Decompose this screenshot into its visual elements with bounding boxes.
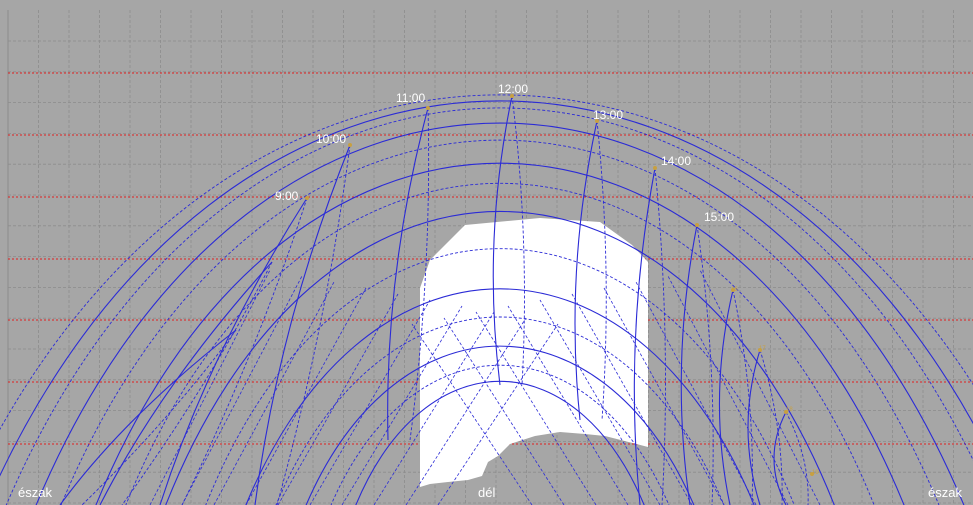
construction-line [181, 275, 303, 505]
hour-analemma [773, 411, 787, 505]
hour-label-15: 15:00 [704, 210, 734, 224]
hour-analemma-dashed [276, 144, 351, 505]
hour-analemma [387, 107, 429, 441]
hour-label-13: 13:00 [593, 108, 623, 122]
direction-label-south: dél [478, 485, 495, 500]
hour-analemma-dashed [181, 197, 308, 505]
hour-marker [510, 94, 514, 98]
hour-label-17: 17 [759, 346, 766, 352]
hour-analemma-dashed [596, 120, 607, 421]
hour-label-18: 18 [786, 407, 793, 413]
date-curve [0, 94, 973, 431]
hour-analemma-dashed [785, 411, 809, 505]
construction-line [507, 305, 629, 505]
hour-label-10: 10:00 [316, 132, 346, 146]
hour-analemma-dashed [81, 329, 237, 505]
date-curve [165, 210, 835, 505]
hour-analemma [159, 197, 308, 505]
date-curve [305, 345, 695, 505]
construction-line [475, 311, 597, 505]
hour-analemma [59, 329, 237, 505]
hour-marker [695, 223, 699, 227]
hour-analemma-dashed [409, 107, 430, 441]
construction-line [635, 281, 757, 505]
hour-analemma-dashed [511, 95, 525, 386]
hour-marker [758, 348, 762, 352]
construction-line [373, 311, 495, 505]
date-curve [60, 139, 940, 505]
date-curve [0, 100, 973, 477]
hour-analemma [254, 144, 351, 505]
hour-marker [784, 410, 788, 414]
construction-line [341, 305, 463, 505]
hour-analemma [99, 261, 273, 505]
construction-line [277, 293, 399, 505]
construction-line [437, 323, 559, 505]
hour-marker [731, 288, 735, 292]
date-curve [205, 248, 795, 505]
direction-label-north-right: észak [928, 485, 962, 500]
construction-line [309, 299, 431, 505]
hour-analemma [747, 349, 761, 505]
hour-analemma [680, 224, 698, 505]
date-curve [125, 182, 875, 505]
construction-line [213, 281, 335, 505]
hour-analemma [574, 120, 598, 421]
hour-marker [426, 106, 430, 110]
hour-marker [348, 143, 352, 147]
hour-label-9: 9:00 [275, 189, 299, 203]
hour-marker [653, 166, 657, 170]
construction-line [539, 299, 661, 505]
hour-analemma-dashed [121, 261, 273, 505]
obstruction-silhouette [420, 218, 648, 487]
hour-label-16: 16 [731, 287, 738, 293]
altitude-gridlines [8, 72, 973, 445]
direction-label-north-left: észak [18, 485, 52, 500]
hour-analemma-dashed [732, 289, 753, 505]
hour-label-19: 19 [812, 470, 819, 476]
construction-line [571, 293, 693, 505]
construction-line [245, 287, 367, 505]
hour-label-14: 14:00 [661, 154, 691, 168]
date-curve [35, 122, 965, 505]
hour-analemma [492, 95, 513, 386]
date-curve [5, 107, 973, 505]
sun-path-date-curves [0, 100, 973, 505]
date-curve [245, 288, 755, 505]
hour-label-11: 11:00 [396, 91, 425, 105]
construction-line [603, 287, 725, 505]
construction-line [699, 269, 821, 505]
hour-analemma-dashed [696, 224, 714, 505]
construction-line [443, 317, 565, 505]
hour-analemma [718, 289, 734, 505]
date-curve [95, 162, 905, 505]
hour-marker [810, 472, 814, 476]
construction-line [667, 275, 789, 505]
hour-markers [305, 94, 814, 476]
date-curve [275, 316, 725, 505]
hour-marker [595, 119, 599, 123]
construction-line [411, 323, 533, 505]
hour-analemma [633, 167, 656, 505]
hour-label-12: 12:00 [498, 82, 528, 96]
construction-line [149, 269, 271, 505]
construction-line [405, 317, 527, 505]
hour-marker [305, 196, 309, 200]
hour-analemmas [59, 95, 821, 505]
